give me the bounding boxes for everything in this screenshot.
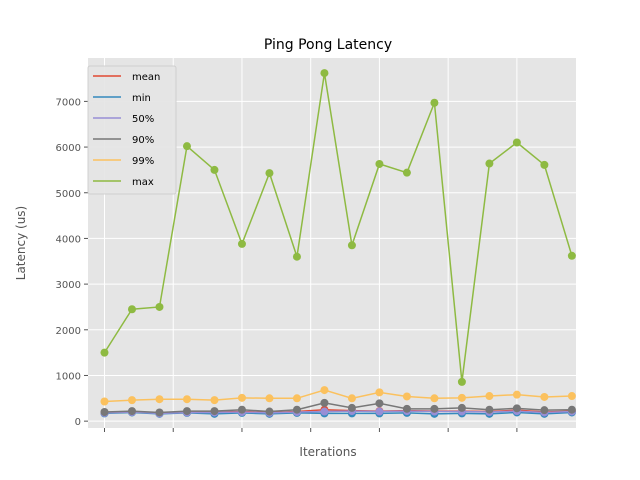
series-line bbox=[104, 389, 572, 403]
data-point bbox=[457, 377, 466, 386]
data-point bbox=[265, 394, 274, 403]
data-point bbox=[457, 403, 466, 412]
data-point bbox=[155, 302, 164, 311]
legend-label: 90% bbox=[132, 135, 154, 146]
series-line bbox=[104, 410, 572, 415]
data-point bbox=[320, 69, 329, 78]
data-point bbox=[512, 404, 521, 413]
data-point bbox=[155, 408, 164, 417]
data-point bbox=[292, 252, 301, 261]
data-point bbox=[375, 407, 384, 416]
data-point bbox=[237, 393, 246, 402]
data-point bbox=[567, 251, 576, 260]
data-point bbox=[512, 138, 521, 147]
y-axis-ticks: 0 1000 2000 3000 4000 5000 6000 7000 bbox=[56, 97, 88, 428]
y-tick-label: 4000 bbox=[56, 234, 81, 245]
data-point bbox=[540, 406, 549, 415]
series-line bbox=[103, 72, 573, 382]
data-point bbox=[567, 405, 576, 414]
data-point bbox=[347, 241, 356, 250]
y-tick-label: 0 bbox=[75, 417, 81, 428]
data-point bbox=[182, 395, 191, 404]
data-point bbox=[402, 168, 411, 177]
data-point bbox=[347, 394, 356, 403]
data-point bbox=[485, 159, 494, 168]
legend-label: 99% bbox=[132, 156, 154, 167]
data-point bbox=[320, 386, 329, 395]
data-point bbox=[155, 395, 164, 404]
data-point bbox=[210, 396, 219, 405]
data-point bbox=[237, 239, 246, 248]
y-tick-label: 6000 bbox=[56, 143, 81, 154]
data-point bbox=[100, 348, 109, 357]
y-axis-title: Latency (us) bbox=[14, 206, 28, 280]
series-layer bbox=[100, 69, 576, 418]
data-point bbox=[540, 392, 549, 401]
data-point bbox=[567, 392, 576, 401]
series-max bbox=[100, 69, 576, 386]
data-point bbox=[375, 159, 384, 168]
legend-label: max bbox=[132, 177, 154, 188]
data-point bbox=[100, 397, 109, 406]
data-point bbox=[265, 169, 274, 178]
chart-title: Ping Pong Latency bbox=[264, 37, 392, 53]
legend-label: 50% bbox=[132, 114, 154, 125]
y-tick-label: 1000 bbox=[56, 371, 81, 382]
data-point bbox=[320, 407, 329, 416]
data-point bbox=[127, 396, 136, 405]
data-point bbox=[375, 388, 384, 397]
x-axis-title: Iterations bbox=[299, 445, 356, 459]
legend-box bbox=[87, 65, 177, 195]
data-point bbox=[430, 404, 439, 413]
series-90pct bbox=[100, 398, 576, 417]
data-point bbox=[292, 405, 301, 414]
data-point bbox=[237, 405, 246, 414]
y-tick-label: 5000 bbox=[56, 189, 81, 200]
data-point bbox=[402, 392, 411, 401]
data-point bbox=[127, 305, 136, 314]
data-point bbox=[210, 165, 219, 174]
data-point bbox=[320, 398, 329, 407]
data-point bbox=[127, 407, 136, 416]
legend-label: mean bbox=[132, 72, 160, 83]
y-tick-label: 7000 bbox=[56, 97, 81, 108]
y-tick-label: 2000 bbox=[56, 326, 81, 337]
series-99pct bbox=[100, 386, 576, 406]
data-point bbox=[375, 399, 384, 408]
y-tick-label: 3000 bbox=[56, 280, 81, 291]
legend: mean min 50% 90% 99% max bbox=[87, 65, 177, 195]
data-point bbox=[292, 394, 301, 403]
data-point bbox=[485, 392, 494, 401]
data-point bbox=[265, 407, 274, 416]
data-point bbox=[430, 98, 439, 107]
data-point bbox=[512, 390, 521, 399]
data-point bbox=[100, 408, 109, 417]
x-axis-ticks bbox=[103, 428, 518, 432]
data-point bbox=[347, 403, 356, 412]
data-point bbox=[402, 404, 411, 413]
legend-label: min bbox=[132, 93, 151, 104]
data-point bbox=[182, 407, 191, 416]
data-point bbox=[485, 405, 494, 414]
data-point bbox=[182, 142, 191, 151]
data-point bbox=[457, 393, 466, 402]
data-point bbox=[210, 407, 219, 416]
series-line bbox=[104, 402, 572, 414]
data-point bbox=[540, 160, 549, 169]
data-point bbox=[430, 394, 439, 403]
